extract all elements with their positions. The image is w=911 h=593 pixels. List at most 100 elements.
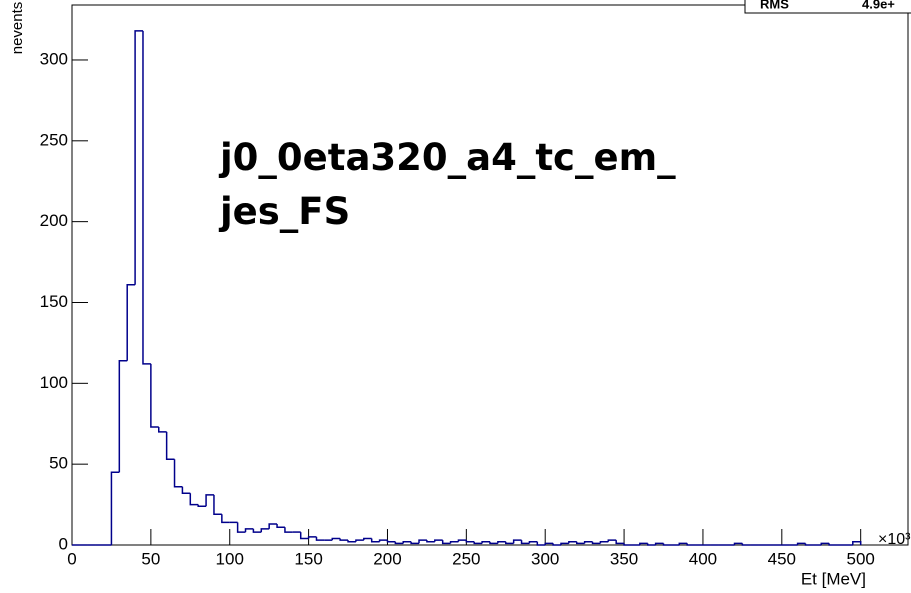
stats-value: 4.9e+ [862, 0, 895, 11]
histogram-bin [662, 543, 672, 546]
histogram-bin [426, 540, 435, 543]
x-tick-label: 100 [216, 549, 244, 568]
plot-frame [71, 4, 909, 546]
histogram-bin [583, 541, 593, 544]
histogram-bin [165, 431, 175, 461]
histogram-bin [339, 538, 349, 541]
histogram-bin [370, 538, 380, 543]
histogram-bin [260, 528, 270, 533]
histogram-bin [213, 494, 222, 516]
histogram-bin [205, 494, 214, 507]
histogram-bin [363, 537, 372, 541]
histogram-bin [331, 537, 341, 541]
x-tick-label: 200 [373, 549, 401, 568]
histogram-bin [441, 540, 451, 545]
stats-box [744, 0, 911, 14]
x-tick-label: 0 [67, 549, 76, 568]
histogram-bin [497, 541, 506, 544]
histogram-bin [646, 543, 656, 546]
x-tick-label: 50 [141, 549, 160, 568]
y-tick-label: 0 [59, 534, 68, 553]
histogram-bin [654, 542, 664, 545]
histogram-bin [394, 541, 404, 545]
annotation-line2: jes_FS [218, 190, 350, 233]
y-tick-label: 50 [49, 454, 68, 473]
histogram-bin [536, 541, 546, 546]
stats-label: RMS [760, 0, 789, 11]
y-tick-label: 150 [40, 292, 68, 311]
histogram-bin [686, 543, 696, 546]
histogram-bin [528, 541, 538, 544]
x-tick-label: 350 [610, 549, 638, 568]
histogram-bin [615, 540, 625, 545]
histogram-bin [173, 459, 183, 488]
histogram-bin [852, 541, 862, 545]
histogram-bin [520, 540, 530, 545]
histogram-bin [820, 542, 830, 545]
histogram-bin [552, 543, 561, 546]
x-tick-label: 250 [452, 549, 480, 568]
histogram-bin [560, 542, 569, 545]
histogram-bin [197, 504, 207, 507]
x-tick-label: 450 [768, 549, 796, 568]
histogram-bin [236, 522, 246, 533]
histogram-bin [796, 542, 806, 545]
histogram-bin [284, 527, 293, 533]
histogram-bin [418, 539, 427, 544]
histogram-bin [599, 541, 609, 544]
histogram-bin [828, 543, 838, 546]
histogram-bin [244, 528, 254, 533]
histogram-bin [457, 539, 467, 542]
histogram-bin [299, 532, 309, 540]
histogram-bin [386, 540, 396, 543]
histogram-bin [449, 541, 459, 544]
annotation-line1: j0_0eta320_a4_tc_em_ [218, 136, 676, 179]
histogram-bin [434, 539, 443, 542]
histogram-bin [465, 540, 475, 543]
histogram-bin [355, 539, 364, 542]
histogram-bin [150, 363, 159, 428]
y-tick-label: 200 [40, 211, 68, 230]
y-tick-label: 250 [40, 130, 68, 149]
x-tick-label: 150 [294, 549, 322, 568]
x-tick-label: 300 [531, 549, 559, 568]
histogram-bin [623, 543, 632, 546]
x-tick-label: 400 [689, 549, 717, 568]
histogram-bin [307, 536, 317, 539]
histogram-bin [126, 283, 136, 361]
histogram-bin [276, 523, 285, 528]
histogram-bin [489, 541, 498, 545]
y-tick-label: 100 [40, 373, 68, 392]
x-tick-label: 500 [846, 549, 874, 568]
histogram-bin [473, 541, 483, 545]
histogram-bin [142, 30, 151, 365]
histogram-bin [505, 541, 514, 545]
histogram-bin [110, 471, 120, 545]
histogram-bin [639, 542, 648, 545]
histogram-bin [481, 541, 490, 544]
y-axis-label: nevents [9, 2, 26, 55]
histogram-bin [591, 541, 601, 545]
histogram-bin [118, 359, 128, 473]
histogram-bin [512, 539, 522, 544]
histogram-bin [181, 486, 191, 495]
histogram-bin [134, 30, 143, 285]
histogram-bin [568, 541, 577, 544]
histogram-bin [402, 541, 412, 544]
x-multiplier: ×10³ [878, 531, 911, 548]
x-axis-label: Et [MeV] [801, 569, 866, 588]
histogram-bin [158, 426, 167, 433]
histogram-bin [268, 523, 278, 529]
histogram-bin [804, 543, 814, 546]
histogram-bin [252, 528, 262, 533]
histogram-bin [733, 542, 743, 545]
histogram-bin [347, 540, 356, 543]
histogram-bin [410, 541, 420, 545]
histogram-bin [189, 493, 199, 506]
histogram-bin [221, 514, 230, 524]
histogram-bin [378, 539, 388, 542]
histogram-bin [741, 543, 751, 546]
histogram-bin [315, 536, 325, 541]
histogram-bin [678, 542, 688, 545]
